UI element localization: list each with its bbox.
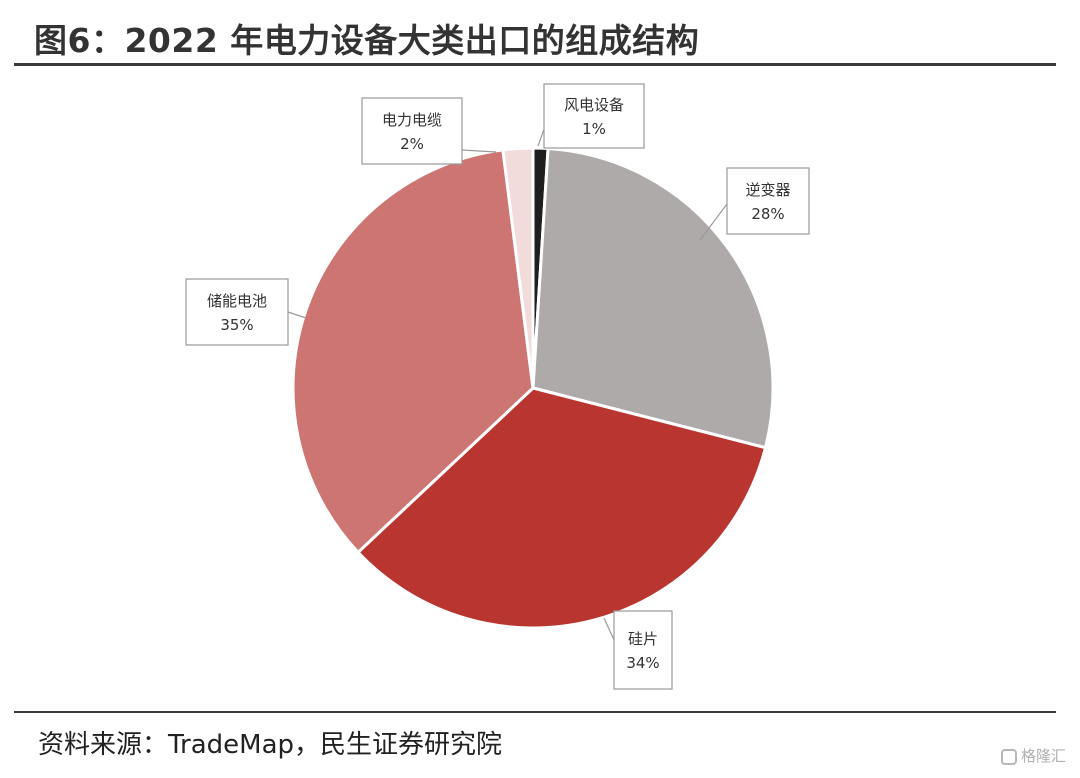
callout-box	[185, 278, 289, 346]
slice-label: 逆变器	[745, 181, 790, 199]
callout-4: 储能电池 35%	[185, 278, 289, 346]
callout-box	[726, 167, 810, 235]
callout-box	[613, 610, 673, 690]
leader-lines	[287, 117, 728, 641]
chart-title: 图6：2022 年电力设备大类出口的组成结构	[34, 21, 700, 60]
pie-slice-5	[501, 146, 535, 390]
callout-5: 电力电缆 2%	[361, 97, 463, 165]
slice-label: 风电设备	[564, 96, 624, 114]
footer-divider	[14, 711, 1056, 713]
slice-label: 硅片	[628, 630, 658, 648]
leader-line	[461, 149, 497, 153]
callout-3: 硅片 34%	[613, 610, 673, 690]
slice-value-label: 35%	[220, 316, 253, 334]
callouts: 风电设备 1% 逆变器 28% 硅片 34% 储能电池 35% 电力电缆 2%	[185, 83, 810, 690]
watermark: 格隆汇	[1000, 745, 1066, 766]
leader-line	[603, 617, 615, 641]
title-divider	[14, 63, 1056, 66]
leader-line	[287, 311, 307, 319]
pie-slices	[291, 146, 775, 630]
watermark-logo-icon	[1000, 749, 1017, 765]
callout-1: 风电设备 1%	[543, 83, 645, 149]
pie-slice-4	[291, 148, 535, 554]
callout-box	[361, 97, 463, 165]
callout-2: 逆变器 28%	[726, 167, 810, 235]
slice-label: 储能电池	[207, 292, 267, 310]
leader-line	[699, 203, 728, 241]
source-note: 资料来源：TradeMap，民生证券研究院	[38, 730, 503, 760]
slice-value-label: 1%	[582, 120, 606, 138]
slice-value-label: 28%	[751, 205, 784, 223]
slice-value-label: 2%	[400, 135, 424, 153]
pie-slice-2	[531, 146, 775, 450]
pie-slice-3	[356, 386, 767, 630]
slice-label: 电力电缆	[382, 111, 442, 129]
slice-value-label: 34%	[626, 654, 659, 672]
watermark-text: 格隆汇	[1020, 747, 1066, 765]
callout-box	[543, 83, 645, 149]
